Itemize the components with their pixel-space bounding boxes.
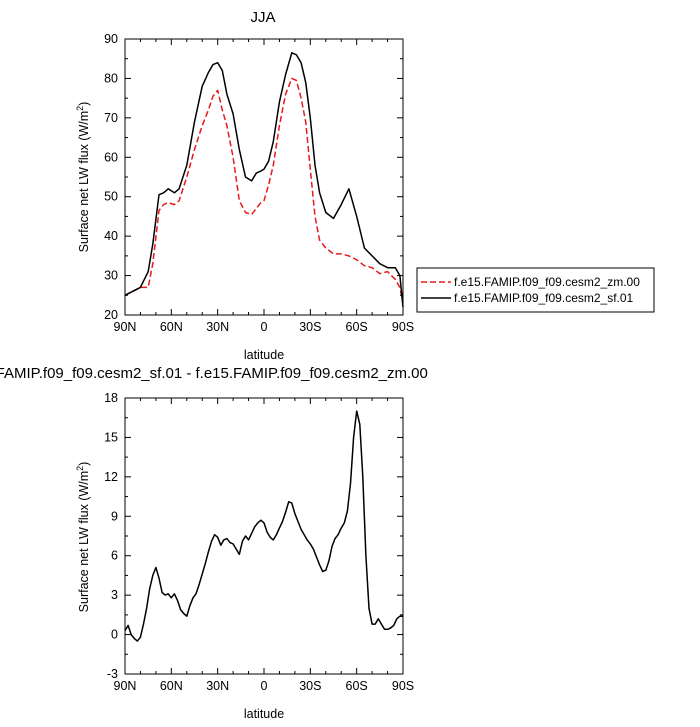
legend-label-zm: f.e15.FAMIP.f09_f09.cesm2_zm.00 (454, 275, 640, 289)
bottom-y-tick-label: 6 (111, 549, 118, 563)
bottom-x-tick-label: 90S (392, 679, 414, 693)
top-y-tick-label: 60 (104, 150, 118, 164)
top-x-tick-label: 0 (261, 320, 268, 334)
bottom-series-line-0 (124, 410, 403, 642)
top-y-tick-label: 70 (104, 111, 118, 125)
bottom-y-tick-label: 12 (104, 470, 118, 484)
top-y-tick-label: 90 (104, 32, 118, 46)
bottom-y-tick-label: 15 (104, 430, 118, 444)
top-x-tick-label: 30N (206, 320, 229, 334)
top-x-tick-label: 90N (114, 320, 137, 334)
bottom-y-tick-label: 3 (111, 588, 118, 602)
bottom-x-tick-label: 0 (261, 679, 268, 693)
top-plot-frame (124, 38, 404, 316)
bottom-x-tick-label: 60S (346, 679, 368, 693)
top-axes: 90N 60N 30N 0 30S 60S 90S 20 30 40 50 60 70 80 90 (104, 32, 414, 334)
top-y-label-sup: 2 (75, 106, 85, 111)
top-chart-title: JJA (250, 9, 275, 26)
bottom-y-tick-label: 18 (104, 391, 118, 405)
bottom-x-tick-label: 60N (160, 679, 183, 693)
top-y-tick-label: 50 (104, 190, 118, 204)
bottom-y-label-main: Surface net LW flux (W/m (77, 471, 91, 612)
bottom-y-label-sup: 2 (75, 466, 85, 471)
bottom-y-tick-label: 9 (111, 509, 118, 523)
legend-box (416, 267, 655, 313)
bottom-x-tick-label: 30S (299, 679, 321, 693)
top-series-group (124, 52, 404, 308)
bottom-y-axis-label: Surface net LW flux (W/m2) (75, 462, 91, 613)
top-x-tick-label: 30S (299, 320, 321, 334)
bottom-x-tick-label: 30N (206, 679, 229, 693)
top-x-tick-label: 60N (160, 320, 183, 334)
top-y-tick-label: 80 (104, 71, 118, 85)
top-series-line-1 (124, 52, 404, 308)
top-y-label-main: Surface net LW flux (W/m (77, 111, 91, 252)
top-y-tick-label: 30 (104, 269, 118, 283)
panel-bottom: f.e15.FAMIP.f09_f09.cesm2_sf.01 - f.e15.… (0, 365, 428, 721)
legend-label-sf: f.e15.FAMIP.f09_f09.cesm2_sf.01 (454, 291, 634, 305)
bottom-axes: 90N 60N 30N 0 30S 60S 90S -3 0 3 6 9 12 15 18 (104, 391, 414, 693)
bottom-y-label-close: ) (77, 462, 91, 466)
top-x-tick-label: 60S (346, 320, 368, 334)
bottom-x-tick-label: 90N (114, 679, 137, 693)
panel-top: JJA 90N 60N 30N 0 30S 60S 90S2030405060708090 … (75, 9, 655, 362)
bottom-chart-title: f.e15.FAMIP.f09_f09.cesm2_sf.01 - f.e15.… (0, 365, 428, 382)
bottom-x-axis-label: latitude (244, 707, 284, 721)
top-series-line-0 (124, 77, 404, 304)
top-x-tick-label: 90S (392, 320, 414, 334)
bottom-y-tick-label: -3 (107, 667, 118, 681)
top-x-axis-label: latitude (244, 348, 284, 362)
top-y-label-close: ) (77, 102, 91, 106)
bottom-y-tick-label: 0 (111, 628, 118, 642)
top-y-tick-label: 20 (104, 308, 118, 322)
top-y-axis-label: Surface net LW flux (W/m2) (75, 102, 91, 253)
bottom-series-group (124, 410, 403, 642)
top-y-tick-label: 40 (104, 229, 118, 243)
legend: f.e15.FAMIP.f09_f09.cesm2_zm.00 f.e15.FA… (416, 267, 655, 313)
